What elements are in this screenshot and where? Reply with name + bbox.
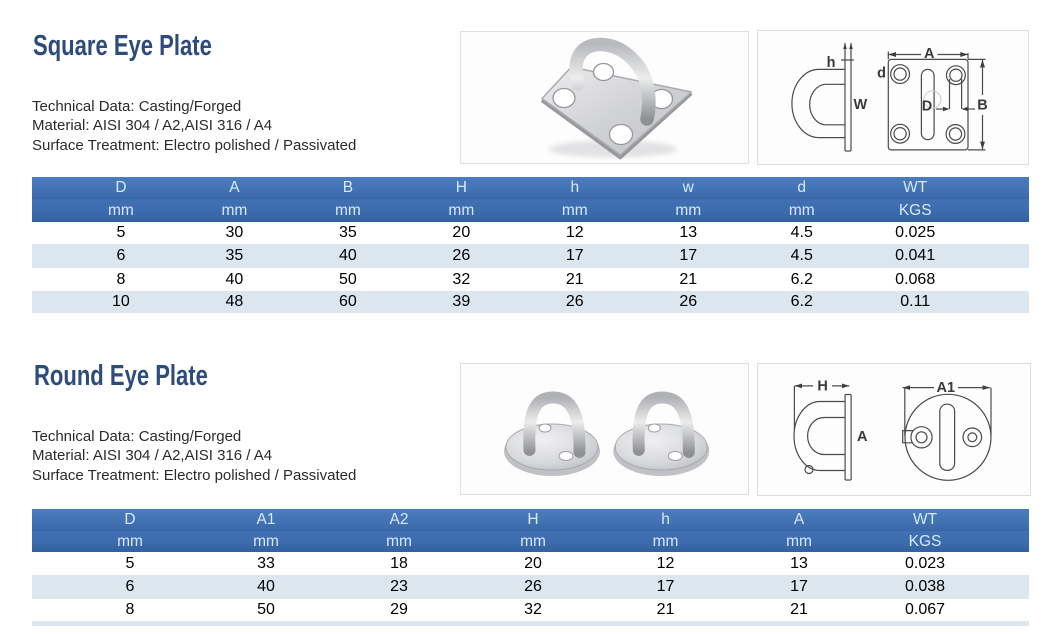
svg-text:A: A (924, 46, 935, 62)
svg-text:A1: A1 (937, 380, 956, 396)
svg-text:D: D (922, 99, 932, 115)
svg-text:A: A (857, 429, 868, 445)
svg-text:B: B (977, 98, 987, 114)
svg-text:h: h (827, 55, 836, 71)
svg-text:W: W (854, 97, 868, 113)
svg-text:H: H (817, 379, 827, 395)
svg-text:d: d (877, 66, 886, 82)
